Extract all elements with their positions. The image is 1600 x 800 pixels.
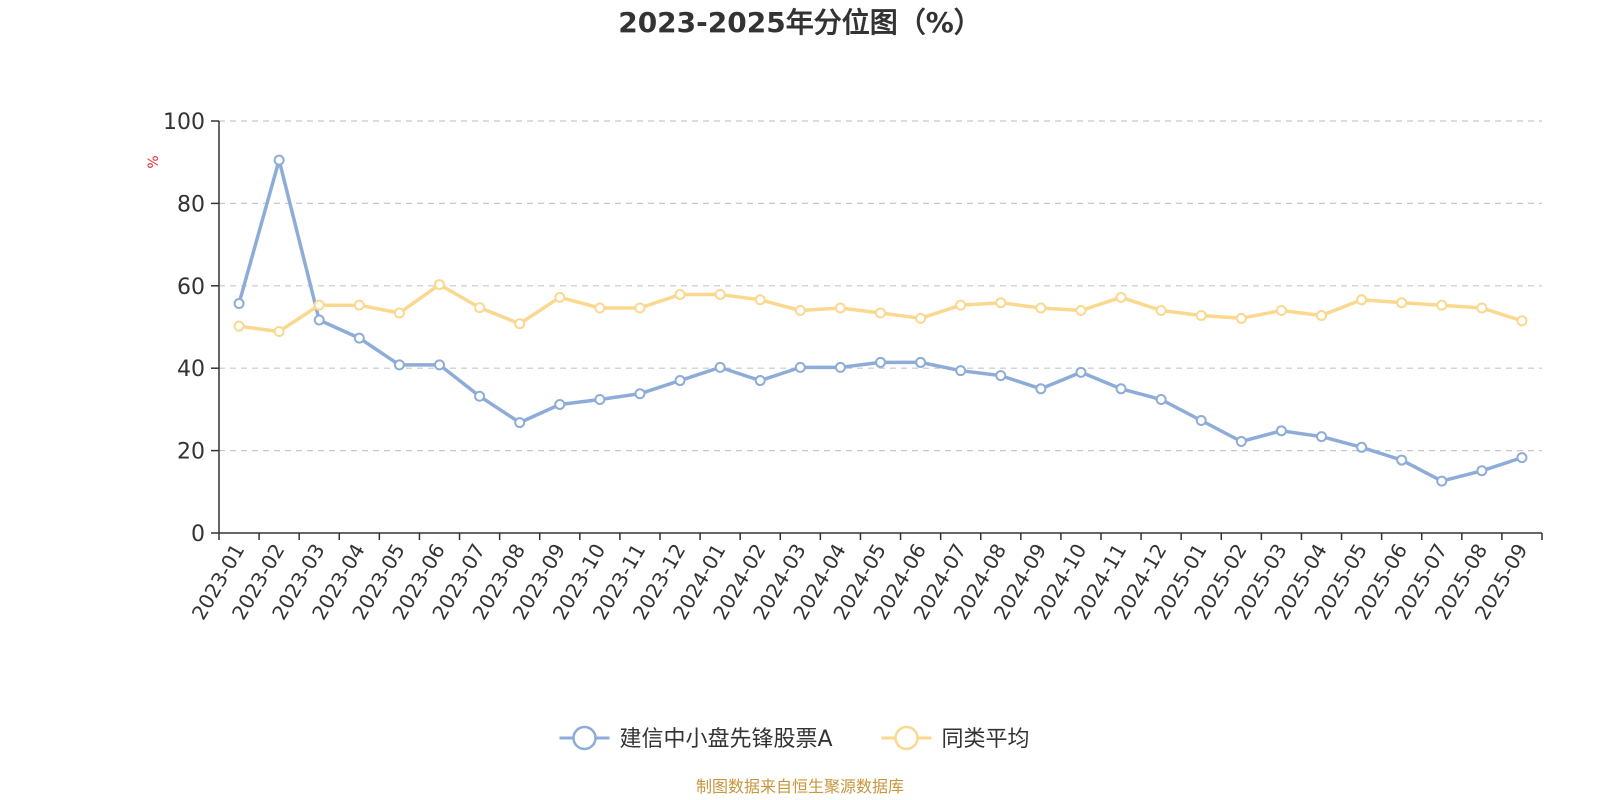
legend-item[interactable]: 建信中小盘先锋股票A: [559, 725, 833, 752]
data-point: [794, 305, 806, 317]
y-tick-labels: 0 20 40 60 80 100: [163, 110, 205, 547]
data-point: [915, 312, 927, 324]
data-point: [594, 394, 606, 406]
data-point: [393, 307, 405, 319]
data-point: [794, 361, 806, 373]
data-point: [1275, 305, 1287, 317]
data-point: [1396, 454, 1408, 466]
data-point: [1436, 299, 1448, 311]
data-point: [1195, 309, 1207, 321]
data-point: [1155, 305, 1167, 317]
y-tick-label: 20: [177, 440, 205, 465]
series-1: [233, 154, 1528, 487]
data-point: [1316, 431, 1327, 443]
data-point: [1115, 291, 1127, 303]
data-point: [1035, 302, 1047, 314]
data-point: [514, 417, 526, 429]
data-point: [1476, 465, 1488, 477]
data-point: [754, 294, 766, 306]
data-point: [353, 332, 365, 344]
y-tick-label: 80: [177, 192, 205, 217]
data-point: [1316, 309, 1327, 321]
data-point: [1195, 415, 1207, 427]
data-point: [674, 375, 686, 387]
series-line: [237, 158, 1523, 483]
data-point: [955, 365, 967, 377]
data-point: [1155, 394, 1167, 406]
data-point: [594, 302, 606, 314]
y-axis-unit-label: %: [146, 155, 162, 168]
legend-circle-marker: [894, 725, 919, 751]
data-point: [233, 320, 245, 332]
data-point: [393, 359, 405, 371]
data-point: [1235, 312, 1247, 324]
data-point: [273, 154, 285, 166]
y-tick-label: 60: [177, 275, 205, 300]
data-point: [1356, 441, 1368, 453]
data-point: [554, 398, 566, 410]
series-lines: [233, 154, 1528, 487]
data-point: [554, 291, 566, 303]
data-point: [1035, 383, 1047, 395]
data-point: [233, 298, 245, 310]
data-point: [434, 279, 445, 291]
data-point: [474, 390, 486, 402]
data-point: [1356, 294, 1368, 306]
data-point: [1516, 452, 1528, 464]
data-point: [313, 299, 325, 311]
legend-item[interactable]: 同类平均: [881, 725, 1030, 752]
data-point: [514, 318, 526, 330]
axes: [211, 120, 1543, 540]
data-point: [875, 307, 886, 319]
data-point: [1516, 315, 1528, 327]
legend-label: 同类平均: [942, 727, 1030, 752]
data-point: [353, 299, 365, 311]
y-tick-label: 40: [177, 357, 205, 382]
data-point: [714, 361, 726, 373]
data-point: [834, 302, 846, 314]
data-point: [995, 370, 1007, 382]
data-point: [674, 288, 686, 300]
series-2: [233, 279, 1528, 338]
legend: 建信中小盘先锋股票A 同类平均: [559, 725, 1030, 752]
y-tick-label: 0: [191, 522, 205, 547]
data-point: [714, 288, 726, 300]
chart-title: 2023-2025年分位图（%）: [618, 6, 982, 39]
data-point: [955, 299, 967, 311]
data-point: [434, 359, 445, 371]
data-point: [915, 356, 927, 368]
data-point: [1075, 305, 1087, 317]
data-point: [1235, 436, 1247, 448]
data-point: [634, 302, 646, 314]
data-point: [313, 314, 325, 326]
data-point: [474, 302, 486, 314]
grid-lines: [219, 120, 1542, 452]
legend-label: 建信中小盘先锋股票A: [620, 727, 833, 752]
data-point: [634, 388, 646, 400]
data-point: [834, 361, 846, 373]
data-point: [1115, 383, 1127, 395]
data-point: [995, 297, 1007, 309]
legend-circle-marker: [572, 725, 597, 751]
data-point: [1436, 475, 1448, 487]
data-point: [875, 356, 886, 368]
data-point: [754, 375, 766, 387]
x-tick-labels: 2023-012023-022023-032023-042023-052023-…: [187, 540, 1532, 624]
data-point: [1476, 302, 1488, 314]
data-point: [1396, 297, 1408, 309]
source-note: 制图数据来自恒生聚源数据库: [696, 777, 904, 796]
data-point: [1275, 425, 1287, 437]
data-point: [1075, 366, 1087, 378]
data-point: [273, 326, 285, 338]
y-tick-label: 100: [163, 110, 205, 135]
